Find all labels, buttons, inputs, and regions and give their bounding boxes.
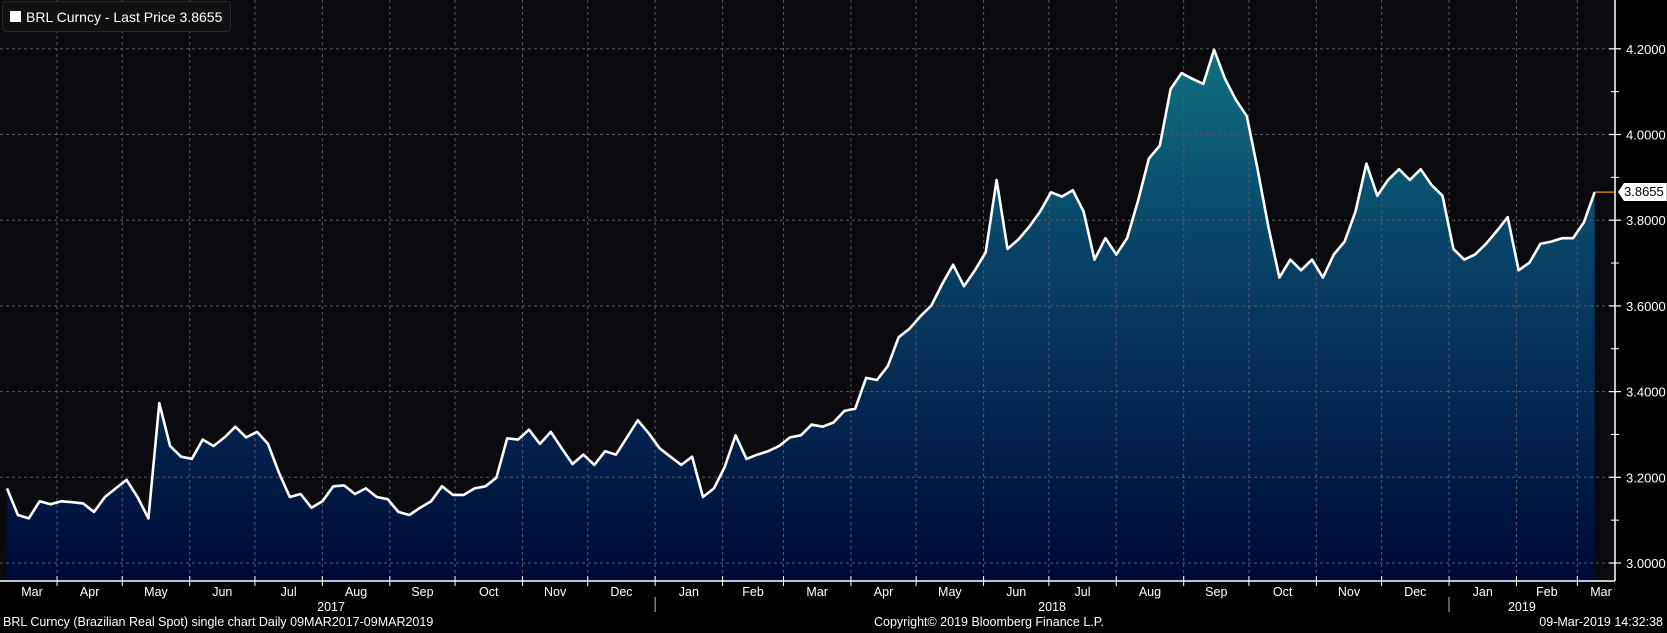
y-tick-label: 4.0000 (1626, 128, 1666, 143)
y-tick-label: 4.2000 (1626, 42, 1666, 57)
x-year-label: 2019 (1508, 600, 1536, 614)
y-tick-label: 3.0000 (1626, 556, 1666, 571)
x-month-label: Mar (806, 585, 828, 599)
x-month-label: Oct (479, 585, 499, 599)
x-month-label: Nov (544, 585, 567, 599)
x-month-label: Sep (1205, 585, 1227, 599)
x-month-label: Apr (874, 585, 893, 599)
x-month-label: Apr (80, 585, 99, 599)
y-tick-label: 3.8000 (1626, 213, 1666, 228)
x-month-label: Mar (1590, 585, 1612, 599)
x-month-label: Oct (1273, 585, 1293, 599)
x-month-label: Jul (281, 585, 297, 599)
x-month-label: Dec (610, 585, 632, 599)
x-month-label: Mar (21, 585, 43, 599)
x-month-label: Jan (679, 585, 699, 599)
x-month-label: Aug (345, 585, 367, 599)
x-axis: Mar Apr May Jun Jul Aug Sep Oct Nov Dec Jan Feb Mar A… (21, 576, 1612, 614)
x-year-label: 2017 (317, 600, 345, 614)
x-month-label: Jun (1006, 585, 1026, 599)
y-tick-label: 3.6000 (1626, 299, 1666, 314)
chart-description: BRL Curncy (Brazilian Real Spot) single … (3, 615, 434, 629)
y-axis: 3.0000 3.2000 3.4000 3.6000 3.8000 4.0000 4.20… (1609, 42, 1666, 571)
legend: BRL Curncy - Last Price 3.8655 (2, 1, 232, 32)
x-month-label: Aug (1139, 585, 1161, 599)
x-month-label: May (144, 585, 168, 599)
x-month-label: Feb (742, 585, 764, 599)
price-line (5, 48, 1596, 520)
legend-swatch-icon (10, 11, 21, 22)
x-month-label: Jun (212, 585, 232, 599)
x-month-label: Feb (1536, 585, 1558, 599)
last-price-label: 3.8655 (1618, 183, 1667, 201)
x-month-label: Dec (1404, 585, 1426, 599)
x-month-label: Sep (411, 585, 433, 599)
y-tick-label: 3.2000 (1626, 470, 1666, 485)
gridlines (0, 0, 1615, 581)
copyright: Copyright© 2019 Bloomberg Finance L.P. (874, 615, 1104, 629)
x-month-label: May (938, 585, 962, 599)
timestamp: 09-Mar-2019 14:32:38 (1539, 615, 1663, 629)
price-area (7, 49, 1595, 581)
y-tick-label: 3.4000 (1626, 385, 1666, 400)
x-month-label: Jul (1075, 585, 1091, 599)
legend-label: BRL Curncy - Last Price 3.8655 (26, 8, 223, 25)
x-month-label: Jan (1473, 585, 1493, 599)
x-year-label: 2018 (1038, 600, 1066, 614)
x-month-label: Nov (1338, 585, 1361, 599)
